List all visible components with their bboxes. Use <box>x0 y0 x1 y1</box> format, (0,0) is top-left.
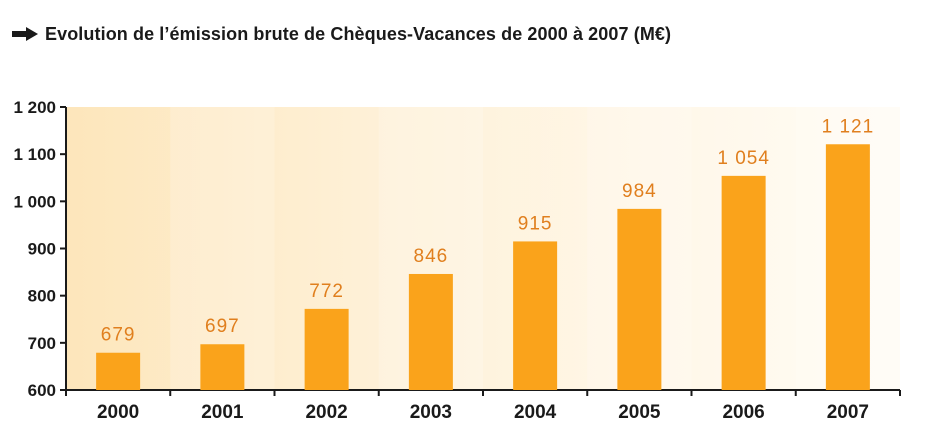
y-tick-label: 800 <box>28 287 56 306</box>
bar <box>96 352 141 390</box>
bar <box>304 308 349 390</box>
chart-title: Evolution de l’émission brute de Chèques… <box>45 23 672 44</box>
plot-band <box>170 107 275 390</box>
x-tick-label: 2002 <box>305 402 347 423</box>
bar <box>513 241 558 390</box>
bar-value-label: 1 121 <box>822 116 875 137</box>
y-tick-label: 1 200 <box>13 98 56 117</box>
bar <box>408 273 453 390</box>
bar-value-label: 679 <box>101 325 136 346</box>
x-tick-label: 2007 <box>827 402 869 423</box>
bar-value-label: 984 <box>622 181 657 202</box>
y-tick-label: 700 <box>28 334 56 353</box>
y-tick-label: 600 <box>28 381 56 400</box>
bar <box>825 144 870 390</box>
x-tick-label: 2001 <box>201 402 244 423</box>
bar-value-label: 915 <box>518 213 553 234</box>
bar-value-label: 697 <box>205 316 240 337</box>
arrow-right-icon <box>12 27 38 41</box>
x-tick-label: 2003 <box>410 402 452 423</box>
x-tick-label: 2004 <box>514 402 557 423</box>
x-tick-label: 2006 <box>722 402 764 423</box>
bar <box>617 208 662 390</box>
y-tick-label: 1 000 <box>13 192 56 211</box>
bar <box>721 175 766 390</box>
x-tick-label: 2000 <box>97 402 139 423</box>
bar-value-label: 772 <box>309 281 344 302</box>
y-tick-label: 1 100 <box>13 145 56 164</box>
title-row: Evolution de l’émission brute de Chèques… <box>12 20 671 48</box>
bar-value-label: 846 <box>414 246 449 267</box>
bar-value-label: 1 054 <box>717 148 770 169</box>
bar <box>200 344 245 390</box>
x-tick-label: 2005 <box>618 402 661 423</box>
y-tick-label: 900 <box>28 240 56 259</box>
